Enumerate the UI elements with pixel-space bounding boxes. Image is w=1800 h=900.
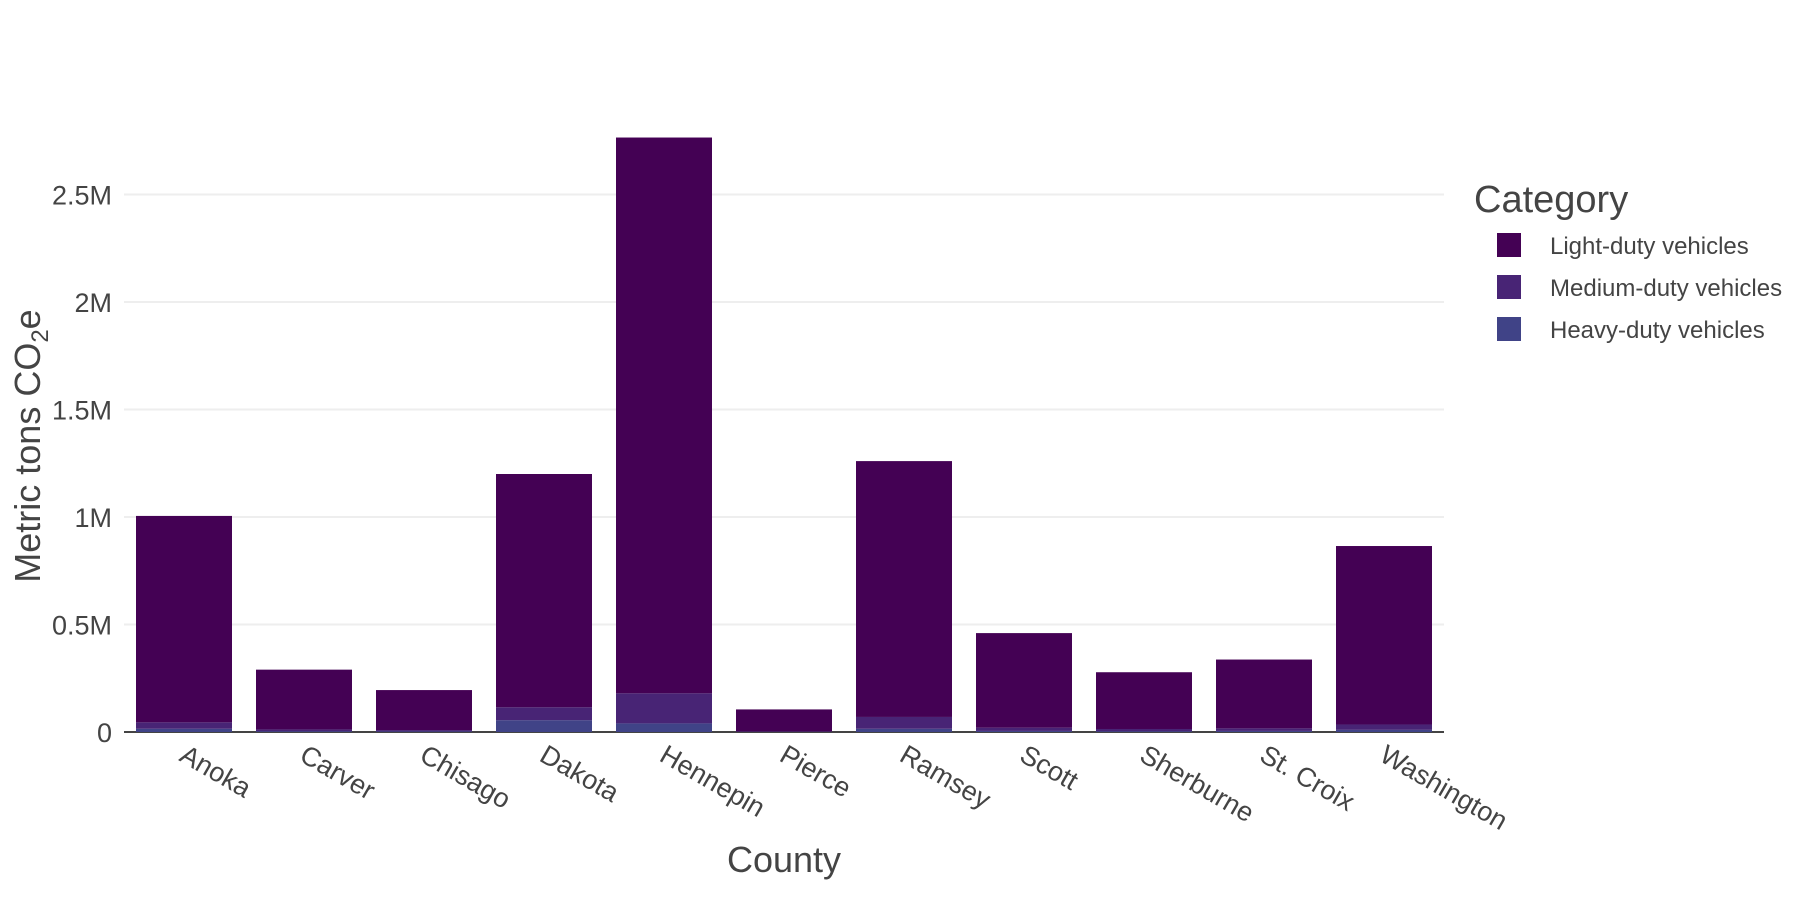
x-tick-label: Hennepin [655,739,770,823]
legend: Category Light-duty vehicles Medium-duty … [1474,179,1782,344]
bar-carver-heavy-duty-vehicles [256,731,352,732]
legend-swatch [1497,233,1521,257]
x-tick-label: St. Croix [1255,739,1360,817]
bar-chisago-light-duty-vehicles [376,690,472,731]
bar-carver-light-duty-vehicles [256,669,352,730]
bar-washington-light-duty-vehicles [1336,546,1432,725]
bar-dakota-heavy-duty-vehicles [496,720,592,732]
legend-label: Heavy-duty vehicles [1550,317,1765,344]
bar-sherburne-medium-duty-vehicles [1096,728,1192,732]
legend-label: Medium-duty vehicles [1550,275,1782,302]
legend-title: Category [1474,179,1628,221]
bars [136,137,1432,732]
bar-hennepin-medium-duty-vehicles [616,693,712,724]
y-tick-label: 2.5M [52,181,112,211]
bar-chisago-heavy-duty-vehicles [376,731,472,732]
x-axis-ticks: Anoka Carver Chisago Dakota Hennepin Pierce Ra… [175,739,1513,836]
bar-chisago-medium-duty-vehicles [376,730,472,732]
y-axis-ticks: 0 0.5M 1M 1.5M 2M 2.5M [52,181,112,749]
bar-dakota-medium-duty-vehicles [496,707,592,721]
bar-anoka-light-duty-vehicles [136,515,232,723]
bar-sherburne-heavy-duty-vehicles [1096,731,1192,732]
y-axis-title-main: Metric tons CO [7,343,48,583]
bar-sherburne-light-duty-vehicles [1096,672,1192,729]
y-tick-label: 0 [97,718,112,748]
x-tick-label: Carver [295,739,380,805]
gridlines [124,193,1444,733]
x-tick-label: Pierce [775,739,856,803]
x-tick-label: Dakota [535,739,625,808]
x-tick-label: Ramsey [895,739,996,815]
y-tick-label: 1M [74,503,112,533]
y-tick-label: 2M [74,288,112,318]
bar-washington-medium-duty-vehicles [1336,724,1432,730]
y-axis-title-suffix: e [7,309,48,329]
bar-washington-heavy-duty-vehicles [1336,729,1432,732]
bar-scott-heavy-duty-vehicles [976,730,1072,732]
y-axis-title-subscript: 2 [27,329,54,342]
legend-swatch [1497,317,1521,341]
bar-hennepin-heavy-duty-vehicles [616,723,712,732]
x-tick-label: Scott [1015,739,1084,796]
x-tick-label: Chisago [415,739,516,815]
bar-pierce-light-duty-vehicles [736,709,832,732]
x-tick-label: Washington [1375,739,1513,836]
bar-st-croix-light-duty-vehicles [1216,659,1312,729]
bar-ramsey-light-duty-vehicles [856,461,952,717]
bar-st-croix-heavy-duty-vehicles [1216,730,1312,732]
legend-label: Light-duty vehicles [1550,233,1749,260]
bar-anoka-heavy-duty-vehicles [136,728,232,732]
bar-scott-medium-duty-vehicles [976,727,1072,731]
bar-scott-light-duty-vehicles [976,633,1072,728]
x-tick-label: Sherburne [1135,739,1259,828]
bar-anoka-medium-duty-vehicles [136,722,232,729]
y-axis-title: Metric tons CO2e [7,309,54,582]
legend-items: Light-duty vehicles Medium-duty vehicles H… [1497,233,1782,344]
x-axis-title: County [727,839,841,880]
bar-dakota-light-duty-vehicles [496,474,592,708]
y-tick-label: 1.5M [52,396,112,426]
bar-hennepin-light-duty-vehicles [616,137,712,694]
bar-carver-medium-duty-vehicles [256,729,352,732]
y-tick-label: 0.5M [52,611,112,641]
bar-st-croix-medium-duty-vehicles [1216,728,1312,731]
x-tick-label: Anoka [175,739,257,804]
legend-swatch [1497,275,1521,299]
bar-ramsey-medium-duty-vehicles [856,716,952,729]
bar-ramsey-heavy-duty-vehicles [856,728,952,732]
